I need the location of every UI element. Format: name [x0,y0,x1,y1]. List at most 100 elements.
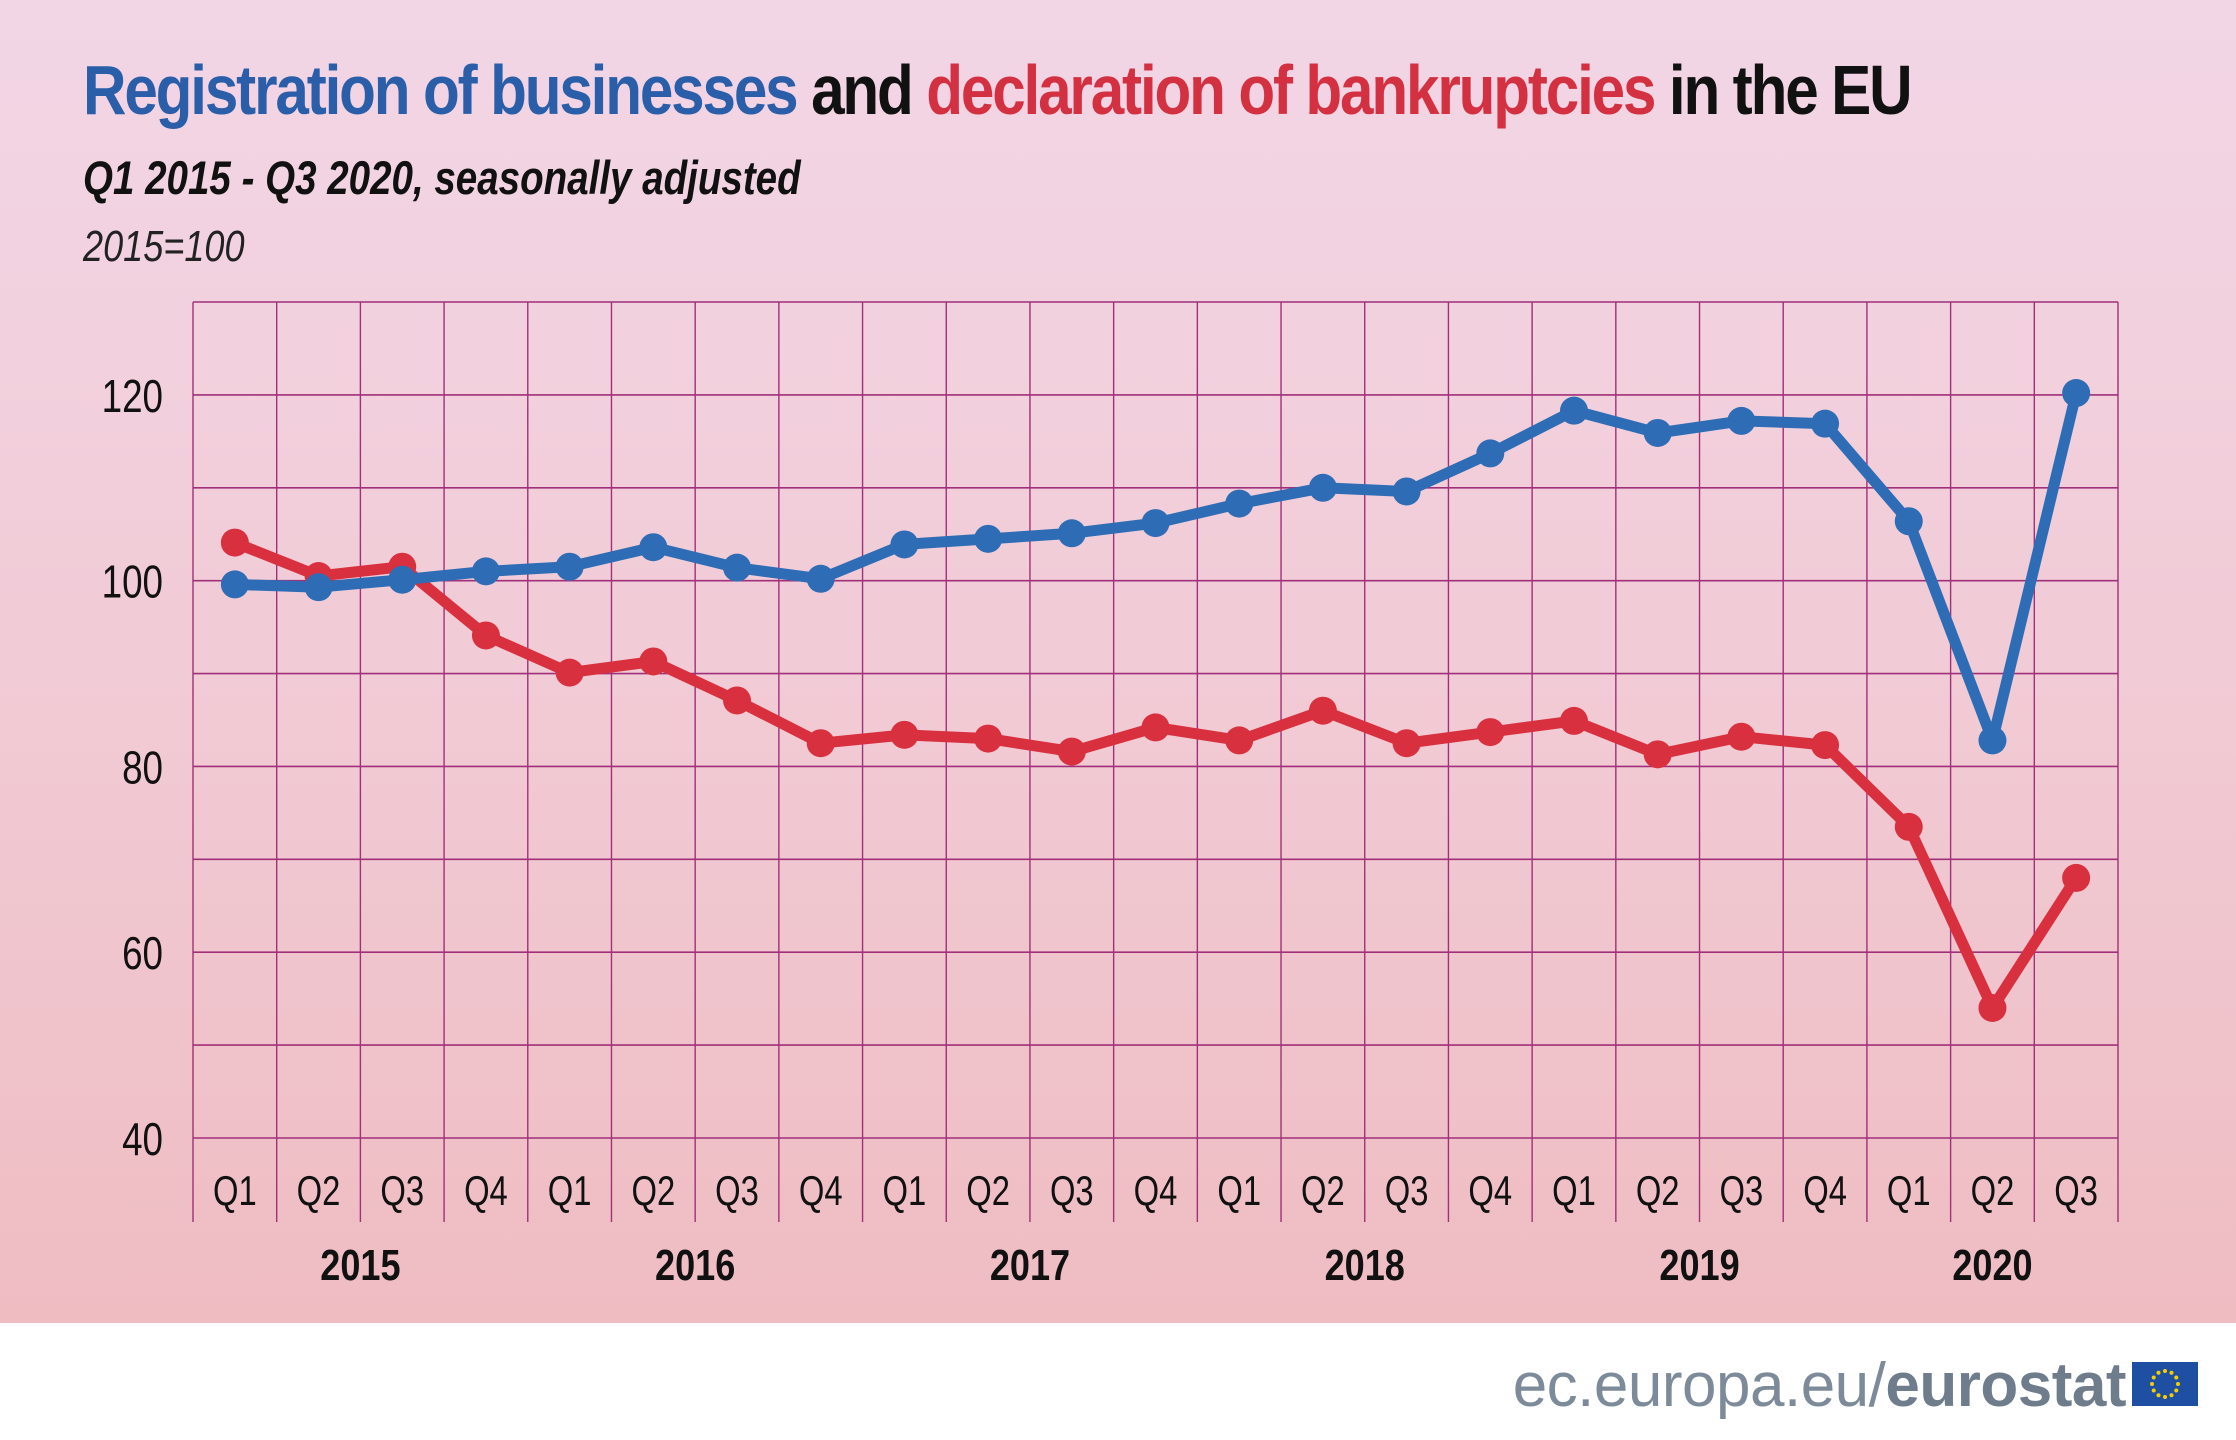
y-tick-label: 100 [102,556,163,608]
data-point-registrations [2062,379,2091,408]
data-point-registrations [1727,406,1756,435]
data-point-bankruptcies [1057,737,1086,766]
flag-star [2151,1388,2156,1393]
chart-subtitle: Q1 2015 - Q3 2020, seasonally adjusted [83,151,801,204]
title-and: and [796,51,927,129]
flag-star [2169,1370,2174,1375]
data-point-bankruptcies [555,658,584,687]
y-tick-label: 80 [122,741,163,793]
data-point-registrations [471,557,500,586]
data-point-registrations [1978,726,2007,755]
flag-star [2163,1395,2167,1399]
data-point-registrations [1643,418,1672,447]
x-tick-label: Q1 [1552,1167,1596,1214]
x-tick-label: Q3 [380,1167,424,1214]
data-point-bankruptcies [1894,812,1923,841]
data-point-registrations [1894,507,1923,536]
x-tick-label: Q2 [1636,1167,1680,1214]
data-point-bankruptcies [1225,726,1254,755]
data-point-registrations [723,553,752,582]
footer [0,1323,2236,1440]
index-base-note: 2015=100 [83,222,245,271]
flag-star [2176,1382,2180,1386]
x-tick-label: Q4 [1468,1167,1512,1214]
eu-flag-icon [2132,1362,2198,1406]
x-tick-label: Q3 [2054,1167,2098,1214]
title-in-the-eu: in the EU [1654,51,1913,129]
y-tick-label: 60 [122,927,163,979]
x-tick-label: Q4 [464,1167,508,1214]
data-point-bankruptcies [1476,718,1505,747]
x-tick-label: Q3 [1050,1167,1094,1214]
data-point-registrations [1559,396,1588,425]
x-tick-label: Q4 [799,1167,843,1214]
data-point-registrations [1225,489,1254,518]
data-point-bankruptcies [890,720,919,749]
data-point-bankruptcies [1811,731,1840,760]
data-point-registrations [1476,439,1505,468]
data-point-bankruptcies [639,647,668,676]
chart-title: Registration of businesses and declarati… [83,51,1913,129]
source-brand: eurostat [1885,1351,2126,1420]
data-point-bankruptcies [974,724,1003,753]
chart-panel [0,0,2236,1323]
year-label: 2017 [990,1241,1070,1290]
flag-star [2174,1388,2179,1393]
x-tick-label: Q1 [883,1167,927,1214]
x-tick-label: Q1 [1887,1167,1931,1214]
data-point-registrations [639,533,668,562]
data-point-bankruptcies [471,621,500,650]
flag-star [2174,1375,2179,1380]
x-tick-label: Q3 [1720,1167,1764,1214]
data-point-registrations [220,570,249,599]
x-tick-label: Q2 [1301,1167,1345,1214]
y-tick-label: 40 [122,1113,163,1165]
data-point-bankruptcies [1141,713,1170,742]
data-point-bankruptcies [1308,696,1337,725]
data-point-registrations [1392,477,1421,506]
data-point-registrations [806,564,835,593]
data-point-registrations [974,524,1003,553]
flag-star [2150,1382,2154,1386]
year-label: 2019 [1659,1241,1739,1290]
data-point-registrations [1141,509,1170,538]
x-tick-label: Q4 [1803,1167,1847,1214]
data-point-bankruptcies [2062,863,2091,892]
data-point-bankruptcies [1559,706,1588,735]
x-tick-label: Q1 [1217,1167,1261,1214]
x-tick-label: Q2 [631,1167,675,1214]
series-line-registrations [229,387,2082,746]
flag-star [2169,1393,2174,1398]
year-label: 2018 [1325,1241,1405,1290]
y-tick-label: 120 [102,370,163,422]
flag-star [2163,1369,2167,1373]
year-label: 2016 [655,1241,735,1290]
x-tick-label: Q2 [966,1167,1010,1214]
data-point-bankruptcies [1727,722,1756,751]
flag-star [2156,1370,2161,1375]
data-point-bankruptcies [1978,993,2007,1022]
year-label: 2020 [1952,1241,2032,1290]
data-point-bankruptcies [1643,740,1672,769]
series-line-bankruptcies [229,537,2082,1014]
data-point-bankruptcies [220,528,249,557]
flag-star [2156,1393,2161,1398]
line-chart: 40 60 80 100 120 Q1 Q2 Q3 Q4 Q1 Q2 Q3 Q4 Q1 Q2 Q3 Q4 Q1 Q2… [102,301,2119,1290]
x-tick-label: Q4 [1134,1167,1178,1214]
x-tick-label: Q1 [548,1167,592,1214]
title-registrations: Registration of businesses [83,51,799,129]
x-tick-label: Q2 [297,1167,341,1214]
data-point-registrations [1811,409,1840,438]
data-point-bankruptcies [806,729,835,758]
data-point-bankruptcies [1392,729,1421,758]
data-point-registrations [555,552,584,581]
data-point-registrations [1308,473,1337,502]
x-tick-label: Q3 [715,1167,759,1214]
x-tick-label: Q2 [1971,1167,2015,1214]
x-tick-label: Q1 [213,1167,257,1214]
data-point-registrations [304,573,333,602]
source-link[interactable]: ec.europa.eu/eurostat [1512,1350,2127,1421]
source-prefix: ec.europa.eu/ [1512,1351,1886,1420]
data-point-registrations [1057,519,1086,548]
title-bankruptcies: declaration of bankruptcies [926,51,1656,129]
